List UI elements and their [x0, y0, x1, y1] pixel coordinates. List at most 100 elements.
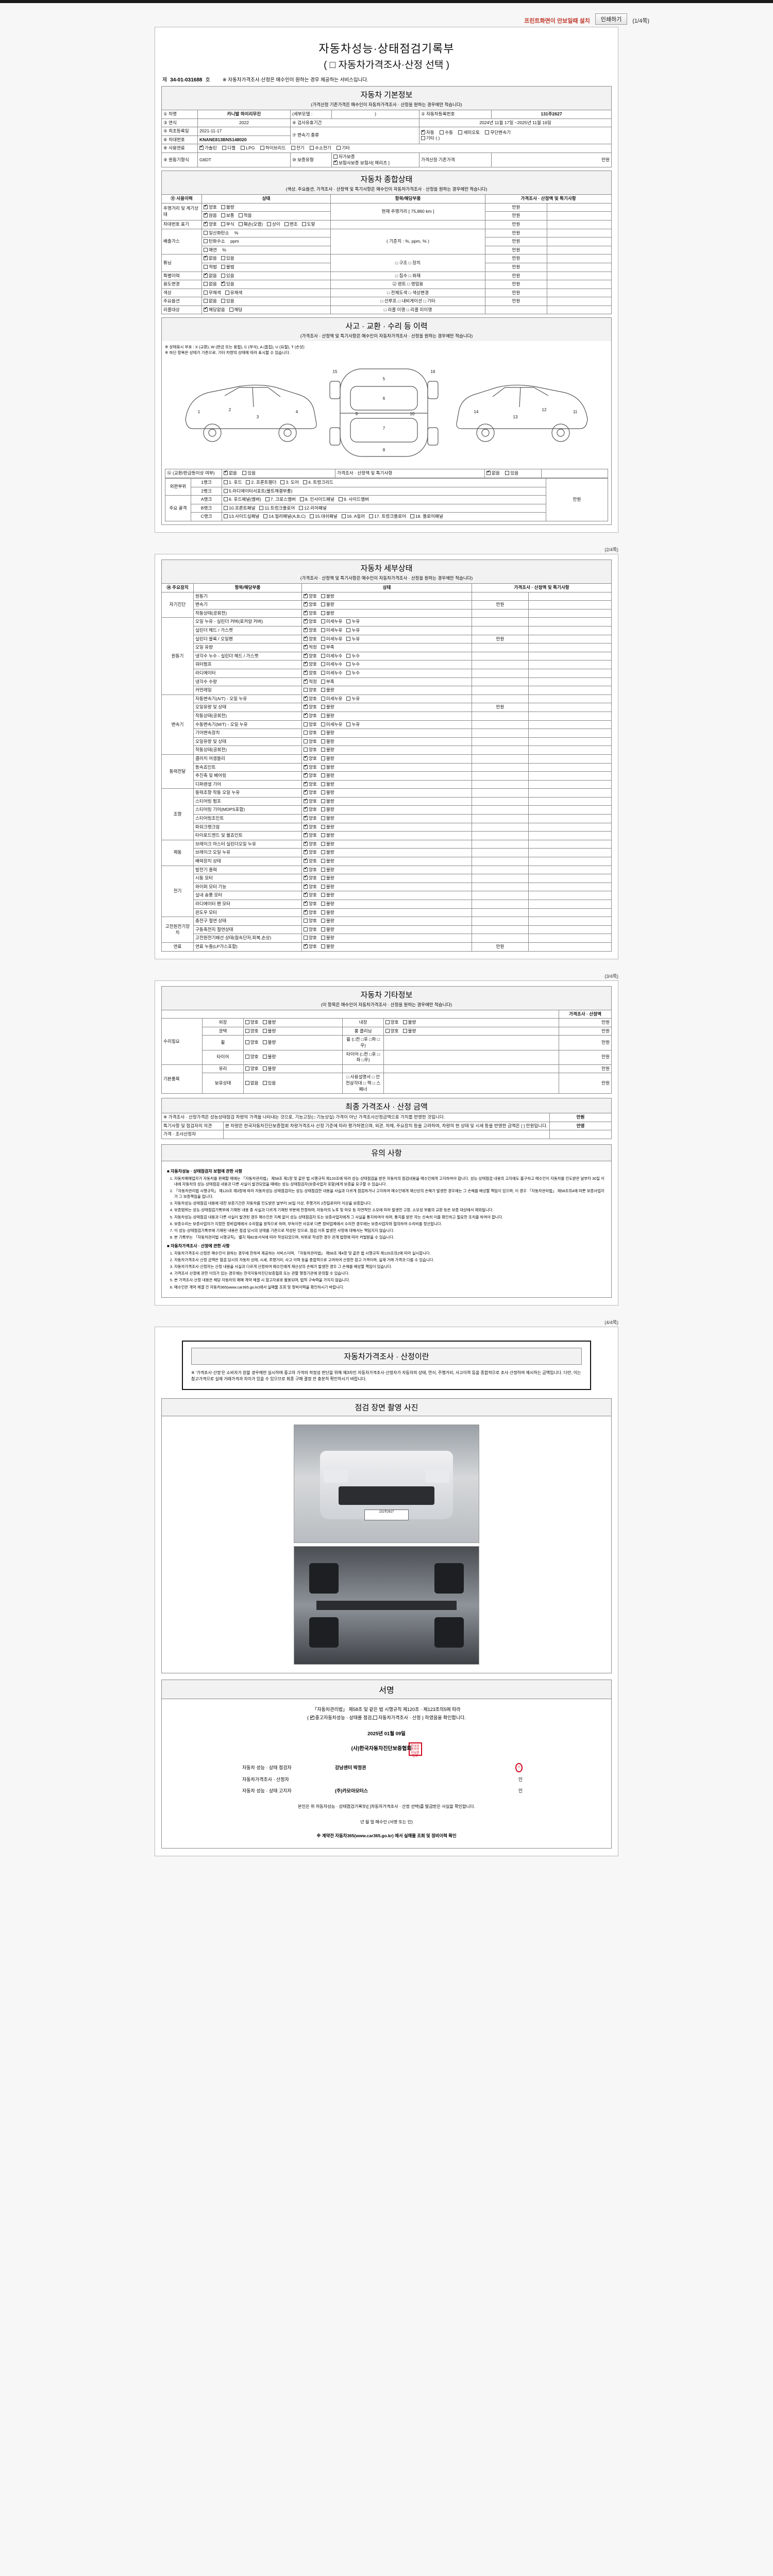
- detail-4-2-opt-0[interactable]: 양호: [304, 806, 317, 813]
- detail-3-2-opt-1[interactable]: 불량: [321, 773, 334, 779]
- frame-item-1-1-1[interactable]: 11.트렁크플로어: [259, 505, 295, 512]
- checkbox-icon[interactable]: [321, 696, 325, 701]
- checkbox-icon[interactable]: [265, 497, 270, 502]
- checkbox-icon[interactable]: [346, 619, 351, 624]
- checkbox-icon[interactable]: [224, 480, 228, 485]
- detail-0-0-opt-0[interactable]: 양호: [304, 592, 317, 600]
- detail-2-0-opt-2[interactable]: 누유: [346, 696, 360, 702]
- checkbox-icon[interactable]: [346, 722, 351, 726]
- overall-1-0-opt-3[interactable]: 상이: [267, 222, 280, 228]
- overall-1-0-opt-1[interactable]: 부식: [221, 222, 234, 228]
- opt-fuel-0[interactable]: 가솔린: [199, 144, 217, 151]
- checkbox-icon[interactable]: [304, 772, 308, 778]
- checkbox-icon[interactable]: [221, 205, 225, 209]
- detail-0-0-opt-1[interactable]: 불량: [321, 594, 334, 600]
- detail-1-1-opt-2[interactable]: 누유: [346, 628, 360, 634]
- checkbox-icon[interactable]: [321, 867, 325, 872]
- overall-0-1-opt-1[interactable]: 보통: [221, 213, 234, 219]
- frame-item-1-0-0[interactable]: 6. 후드패널(멤버): [224, 497, 261, 503]
- frame-item-1-2-1[interactable]: 14.필러패널(A,B,C): [263, 514, 306, 520]
- etc-3-a-opt-1[interactable]: 불량: [262, 1054, 276, 1060]
- checkbox-icon[interactable]: [204, 299, 208, 303]
- detail-5-2-opt-1[interactable]: 불량: [321, 858, 334, 865]
- detail-0-1-opt-1[interactable]: 불량: [321, 602, 334, 608]
- detail-0-2-opt-1[interactable]: 불량: [321, 611, 334, 617]
- checkbox-icon[interactable]: [321, 765, 325, 769]
- detail-0-2-opt-0[interactable]: 양호: [304, 609, 317, 617]
- frame-item-1-1-0[interactable]: 10.프론트패널: [224, 505, 255, 512]
- etc-1-a-opt-1[interactable]: 불량: [262, 1028, 276, 1035]
- checkbox-icon[interactable]: [262, 1028, 267, 1033]
- detail-5-0-opt-0[interactable]: 양호: [304, 840, 317, 848]
- checkbox-icon[interactable]: [321, 653, 325, 658]
- detail-5-1-opt-1[interactable]: 불량: [321, 850, 334, 856]
- opt-fuel-6[interactable]: 기타: [337, 145, 350, 151]
- detail-3-2-opt-0[interactable]: 양호: [304, 772, 317, 779]
- checkbox-icon[interactable]: [321, 773, 325, 778]
- checkbox-icon[interactable]: [321, 713, 325, 718]
- checkbox-icon[interactable]: [304, 832, 308, 838]
- checkbox-icon[interactable]: [321, 893, 325, 897]
- detail-6-1-opt-0[interactable]: 양호: [304, 874, 317, 882]
- checkbox-icon[interactable]: [262, 1040, 267, 1045]
- detail-1-0-opt-2[interactable]: 누유: [346, 619, 360, 625]
- detail-5-2-opt-0[interactable]: 양호: [304, 857, 317, 865]
- checkbox-icon[interactable]: [221, 299, 225, 303]
- detail-3-1-opt-0[interactable]: 양호: [304, 764, 317, 771]
- checkbox-icon[interactable]: [321, 927, 325, 931]
- detail-1-4-opt-0[interactable]: 양호: [304, 652, 317, 659]
- checkbox-icon[interactable]: [204, 264, 208, 269]
- checkbox-icon[interactable]: [304, 755, 308, 760]
- checkbox-icon[interactable]: [304, 626, 308, 632]
- checkbox-icon[interactable]: [304, 823, 308, 829]
- detail-2-0-opt-0[interactable]: 양호: [304, 695, 317, 702]
- checkbox-icon[interactable]: [304, 688, 308, 692]
- detail-1-2-opt-2[interactable]: 누유: [346, 636, 360, 642]
- opt-trans-3[interactable]: 무단변속기: [485, 130, 511, 136]
- opt-fuel-3[interactable]: 하이브리드: [260, 145, 285, 151]
- detail-5-0-opt-1[interactable]: 불량: [321, 841, 334, 848]
- detail-4-4-opt-0[interactable]: 양호: [304, 823, 317, 831]
- checkbox-icon[interactable]: [245, 1020, 249, 1025]
- checkbox-icon[interactable]: [304, 866, 308, 872]
- checkbox-icon[interactable]: [304, 618, 308, 624]
- detail-4-0-opt-0[interactable]: 양호: [304, 789, 317, 796]
- detail-2-1-opt-0[interactable]: 양호: [304, 703, 317, 710]
- etc-2-a-opt-1[interactable]: 불량: [262, 1040, 276, 1046]
- checkbox-icon[interactable]: [221, 280, 225, 286]
- checkbox-icon[interactable]: [204, 204, 208, 209]
- checkbox-icon[interactable]: [369, 514, 374, 519]
- checkbox-icon[interactable]: [245, 1055, 249, 1059]
- checkbox-icon[interactable]: [304, 712, 308, 718]
- checkbox-icon[interactable]: [346, 670, 351, 675]
- frame-item-1-0-1[interactable]: 7. 크로스멤버: [265, 497, 296, 503]
- checkbox-icon[interactable]: [259, 505, 264, 510]
- checkbox-icon[interactable]: [304, 806, 308, 812]
- detail-4-0-opt-1[interactable]: 불량: [321, 790, 334, 796]
- checkbox-icon[interactable]: [304, 678, 308, 684]
- checkbox-icon[interactable]: [303, 480, 307, 485]
- detail-6-5-opt-1[interactable]: 불량: [321, 910, 334, 916]
- detail-6-2-opt-0[interactable]: 양호: [304, 883, 317, 890]
- detail-6-4-opt-1[interactable]: 불량: [321, 901, 334, 907]
- overall-8-0-opt-1[interactable]: 해당: [229, 307, 242, 313]
- checkbox-icon[interactable]: [204, 290, 208, 295]
- overall-0-1-opt-0[interactable]: 많음: [204, 212, 217, 219]
- detail-2-2-opt-0[interactable]: 양호: [304, 712, 317, 719]
- overall-1-0-opt-2[interactable]: 훼손(오염): [238, 222, 263, 228]
- checkbox-icon[interactable]: [263, 514, 268, 519]
- checkbox-icon[interactable]: [204, 282, 208, 286]
- checkbox-icon[interactable]: [321, 859, 325, 863]
- checkbox-icon[interactable]: [304, 601, 308, 607]
- checkbox-icon[interactable]: [321, 799, 325, 803]
- checkbox-icon[interactable]: [262, 1055, 267, 1059]
- checkbox-icon[interactable]: [238, 222, 243, 226]
- etc-0-b-opt-0[interactable]: 양호: [385, 1020, 399, 1026]
- frame-item-0-0-0[interactable]: 1. 후드: [224, 480, 242, 486]
- detail-2-4-opt-0[interactable]: 양호: [304, 730, 317, 736]
- detail-1-4-opt-1[interactable]: 미세누수: [321, 653, 342, 659]
- checkbox-icon[interactable]: [321, 611, 325, 615]
- detail-2-5-opt-0[interactable]: 양호: [304, 739, 317, 745]
- detail-2-0-opt-1[interactable]: 미세누유: [321, 696, 342, 702]
- opt-trans-1[interactable]: 수동: [440, 130, 453, 136]
